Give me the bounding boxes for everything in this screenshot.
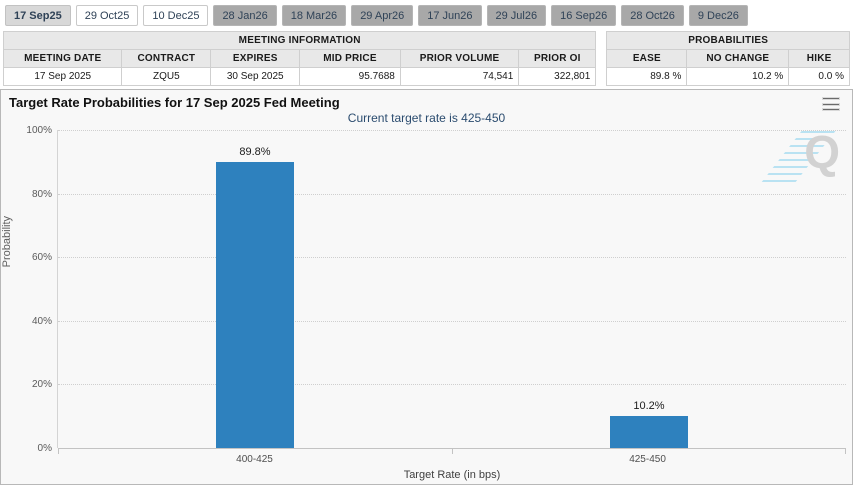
y-tick-label-20: 20% (31, 379, 52, 391)
chart-title: Target Rate Probabilities for 17 Sep 202… (9, 95, 340, 110)
tab-meeting-28jan26[interactable]: 28 Jan26 (213, 5, 277, 26)
gridline-80 (58, 193, 846, 195)
watermark-q-letter: Q (804, 126, 840, 178)
info-tables: MEETING INFORMATION MEETING DATE CONTRAC… (2, 31, 850, 86)
tab-meeting-29jul26[interactable]: 29 Jul26 (486, 5, 547, 26)
meeting-information-row: 17 Sep 2025 ZQU5 30 Sep 2025 95.7688 74,… (2, 67, 597, 86)
x-axis-tick (845, 449, 846, 454)
y-tick-label-0: 0% (37, 443, 52, 454)
tab-meeting-28oct26[interactable]: 28 Oct26 (621, 5, 684, 26)
tab-meeting-16sep26[interactable]: 16 Sep26 (551, 5, 617, 26)
gridline-20 (58, 384, 846, 386)
target-rate-probability-chart: Target Rate Probabilities for 17 Sep 202… (0, 89, 853, 485)
tab-meeting-9dec26[interactable]: 9 Dec26 (688, 5, 748, 26)
cell-no-change: 10.2 % (686, 67, 790, 86)
tab-meeting-29apr26[interactable]: 29 Apr26 (351, 5, 414, 26)
cell-meeting-date: 17 Sep 2025 (2, 67, 123, 86)
meeting-information-table: MEETING INFORMATION MEETING DATE CONTRAC… (2, 31, 597, 86)
x-axis-tick (452, 449, 453, 454)
cell-mid-price: 95.7688 (299, 67, 401, 86)
cell-ease: 89.8 % (606, 67, 688, 86)
plot-area: 0% 20% 40% 60% 80% 100% 89.8% 10.2% (26, 125, 846, 454)
tab-meeting-18mar26[interactable]: 18 Mar26 (281, 5, 347, 26)
col-hike: HIKE (788, 49, 850, 68)
tab-meeting-10dec25[interactable]: 10 Dec25 (143, 5, 209, 26)
col-mid-price: MID PRICE (299, 49, 401, 68)
x-axis-line (58, 448, 846, 449)
cell-prior-volume: 74,541 (399, 67, 520, 86)
probabilities-row: 89.8 % 10.2 % 0.0 % (606, 67, 850, 86)
tab-meeting-17jun26[interactable]: 17 Jun26 (418, 5, 482, 26)
tab-meeting-17sep25[interactable]: 17 Sep25 (5, 5, 71, 26)
bar-rect-400-425[interactable] (216, 162, 294, 448)
bar-label-425-450: 10.2% (633, 399, 665, 412)
x-axis-title: Target Rate (in bps) (403, 469, 501, 481)
y-tick-label-100: 100% (26, 125, 52, 136)
col-prior-oi: PRIOR OI (518, 49, 597, 68)
col-contract: CONTRACT (121, 49, 212, 68)
y-axis-title: Probability (1, 215, 13, 268)
col-ease: EASE (606, 49, 688, 68)
bar-400-425[interactable]: 89.8% (216, 130, 294, 448)
col-meeting-date: MEETING DATE (2, 49, 123, 68)
col-prior-volume: PRIOR VOLUME (399, 49, 520, 68)
probabilities-title: PROBABILITIES (606, 31, 850, 50)
hamburger-menu-icon[interactable] (820, 96, 842, 112)
y-tick-label-60: 60% (31, 252, 52, 264)
chart-subtitle: Current target rate is 425-450 (347, 111, 506, 125)
x-category-label-425-450: 425-450 (629, 454, 666, 465)
cell-hike: 0.0 % (788, 67, 850, 86)
cell-prior-oi: 322,801 (518, 67, 597, 86)
gridline-40 (58, 320, 846, 322)
x-category-label-400-425: 400-425 (236, 454, 273, 465)
x-axis-tick (58, 449, 59, 454)
col-no-change: NO CHANGE (686, 49, 790, 68)
quikstrike-watermark: Q (761, 120, 842, 186)
meeting-date-tabbar: 17 Sep25 29 Oct25 10 Dec25 28 Jan26 18 M… (0, 0, 853, 30)
gridline-60 (58, 257, 846, 259)
probabilities-table: PROBABILITIES EASE NO CHANGE HIKE 89.8 %… (606, 31, 850, 86)
gridline-100 (58, 130, 846, 131)
y-tick-label-40: 40% (31, 315, 52, 327)
meeting-information-title: MEETING INFORMATION (2, 31, 597, 50)
cell-expires: 30 Sep 2025 (210, 67, 301, 86)
bar-425-450[interactable]: 10.2% (610, 130, 688, 448)
tab-meeting-29oct25[interactable]: 29 Oct25 (75, 5, 139, 26)
y-tick-label-80: 80% (31, 188, 52, 200)
y-axis-line (57, 130, 58, 448)
cell-contract: ZQU5 (121, 67, 212, 86)
col-expires: EXPIRES (210, 49, 301, 68)
bar-rect-425-450[interactable] (610, 415, 688, 448)
bar-label-400-425: 89.8% (239, 146, 271, 159)
